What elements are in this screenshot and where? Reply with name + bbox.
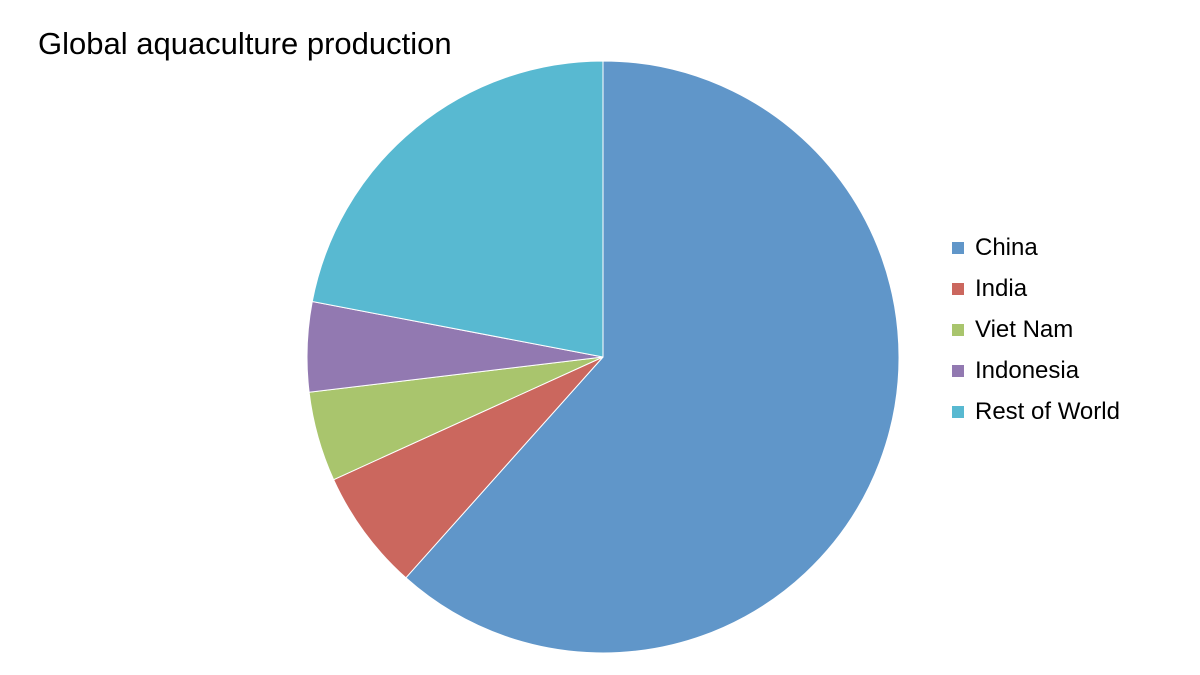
legend-swatch-viet-nam: [952, 323, 964, 336]
pie-slices: [306, 60, 900, 654]
legend-swatch-indonesia: [952, 364, 964, 377]
legend-item-china: China: [952, 227, 1120, 268]
legend-item-indonesia: Indonesia: [952, 350, 1120, 391]
legend-label-indonesia: Indonesia: [975, 356, 1080, 384]
legend-label-china: China: [975, 233, 1038, 261]
pie-slice-india: [332, 356, 604, 579]
legend-item-india: India: [952, 268, 1120, 309]
chart-legend: China India Viet Nam Indonesia Rest of W…: [952, 227, 1120, 432]
legend-item-rest-of-world: Rest of World: [952, 391, 1120, 432]
legend-label-viet-nam: Viet Nam: [975, 315, 1074, 343]
pie-slice-china: [405, 60, 900, 654]
legend-label-india: India: [975, 274, 1028, 302]
pie-slice-rest-of-world: [311, 60, 604, 358]
chart-title: Global aquaculture production: [38, 26, 452, 61]
legend-item-viet-nam: Viet Nam: [952, 309, 1120, 350]
legend-swatch-india: [952, 282, 964, 295]
legend-label-rest-of-world: Rest of World: [975, 397, 1120, 425]
legend-swatch-china: [952, 241, 964, 254]
legend-swatch-rest-of-world: [952, 405, 964, 418]
